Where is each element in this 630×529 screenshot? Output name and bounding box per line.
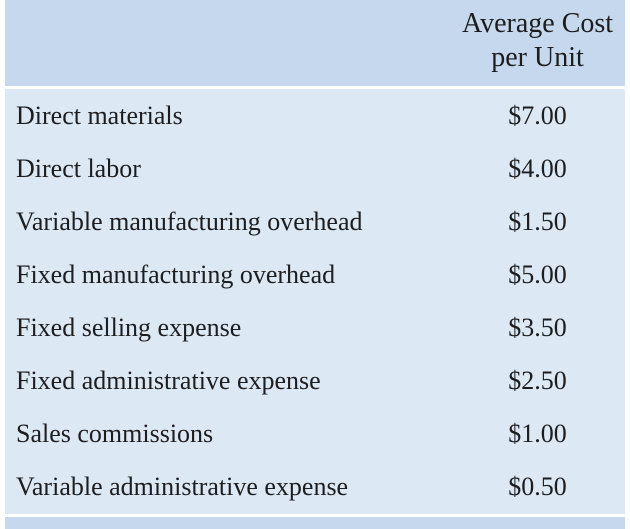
- row-label: Fixed administrative expense: [16, 366, 321, 395]
- row-amount: $7.00: [508, 101, 567, 130]
- table-row: Sales commissions $1.00: [5, 408, 625, 461]
- row-label: Direct labor: [16, 154, 141, 183]
- table-row: Direct labor $4.00: [5, 143, 625, 196]
- row-amount: $1.00: [508, 419, 567, 448]
- row-amount: $1.50: [508, 207, 567, 236]
- table-row: Fixed administrative expense $2.50: [5, 355, 625, 408]
- row-amount: $4.00: [508, 154, 567, 183]
- row-amount: $5.00: [508, 260, 567, 289]
- table-row: Variable administrative expense $0.50: [5, 461, 625, 514]
- amount-column-header-line2: per Unit: [491, 42, 584, 73]
- table-footer-band: [5, 517, 625, 529]
- row-label: Fixed manufacturing overhead: [16, 260, 336, 289]
- table-header: Average Cost per Unit: [5, 0, 625, 86]
- row-label: Variable administrative expense: [16, 472, 349, 501]
- row-amount: $3.50: [508, 313, 567, 342]
- table-body: Direct materials $7.00 Direct labor $4.0…: [5, 89, 625, 514]
- row-label: Direct materials: [16, 101, 183, 130]
- table-row: Fixed manufacturing overhead $5.00: [5, 249, 625, 302]
- table-row: Direct materials $7.00: [5, 90, 625, 143]
- row-amount: $2.50: [508, 366, 567, 395]
- table-row: Fixed selling expense $3.50: [5, 302, 625, 355]
- row-label: Sales commissions: [16, 419, 214, 448]
- row-label: Fixed selling expense: [16, 313, 242, 342]
- amount-column-header: Average Cost per Unit: [450, 0, 625, 86]
- amount-column-header-line1: Average Cost: [461, 8, 614, 39]
- row-amount: $0.50: [508, 472, 567, 501]
- table-row: Variable manufacturing overhead $1.50: [5, 196, 625, 249]
- row-label: Variable manufacturing overhead: [16, 207, 363, 236]
